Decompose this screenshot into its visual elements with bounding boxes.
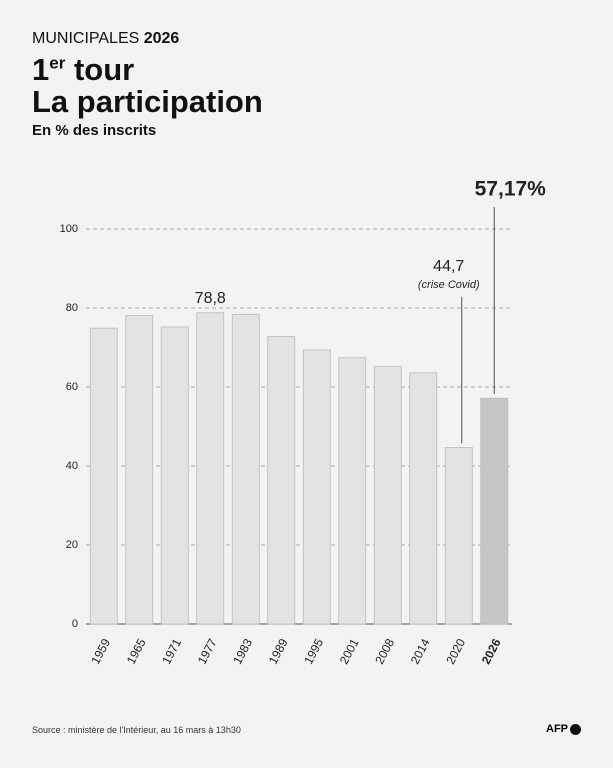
- x-tick-label: 2014: [408, 636, 433, 666]
- x-tick-label: 1965: [124, 636, 149, 666]
- x-tick-label: 1959: [88, 636, 113, 666]
- title: 1er tour: [32, 52, 134, 88]
- kicker-year: 2026: [143, 30, 180, 47]
- logo-text: AFP: [546, 723, 568, 735]
- bar: [125, 315, 154, 625]
- x-tick-label: 1977: [195, 636, 220, 666]
- y-tick-label: 60: [66, 381, 78, 393]
- value-label: 57,17%: [475, 178, 547, 201]
- title2: La participation: [32, 84, 263, 119]
- title-number: 1: [32, 52, 50, 87]
- bar: [409, 372, 438, 625]
- x-tick-label: 1971: [159, 636, 184, 666]
- value-label: 44,7: [433, 258, 464, 275]
- bar: [302, 349, 331, 625]
- bar: [231, 313, 260, 625]
- title-rest: tour: [73, 52, 135, 87]
- subtitle: En % des inscrits: [32, 122, 157, 139]
- title-sup: er: [49, 53, 66, 73]
- y-tick-label: 20: [66, 539, 78, 551]
- x-tick-label: 2001: [337, 636, 362, 666]
- logo: AFP: [546, 723, 581, 735]
- bar: [89, 327, 118, 625]
- bar: [338, 357, 367, 625]
- x-tick-label: 2026: [479, 636, 504, 666]
- value-label: 78,8: [195, 290, 226, 307]
- logo-dot: [570, 723, 581, 735]
- x-tick-label: 1995: [301, 636, 326, 666]
- x-tick-label: 1989: [266, 636, 291, 666]
- bar: [196, 312, 225, 625]
- bar: [160, 326, 189, 625]
- kicker: MUNICIPALES 2026: [32, 30, 179, 48]
- source: Source : ministère de l'Intérieur, au 16…: [32, 725, 241, 735]
- y-tick-label: 40: [66, 460, 78, 472]
- y-tick-label: 80: [66, 302, 78, 314]
- y-tick-label: 0: [72, 618, 78, 630]
- bar: [267, 336, 296, 625]
- x-tick-label: 2008: [372, 636, 397, 666]
- annotation: (crise Covid): [418, 279, 480, 291]
- bar: [373, 366, 402, 625]
- bar: [480, 397, 509, 625]
- kicker-text: MUNICIPALES: [32, 30, 140, 47]
- x-tick-label: 2020: [443, 636, 468, 666]
- y-tick-label: 100: [60, 223, 78, 235]
- bar: [444, 447, 473, 625]
- x-tick-label: 1983: [230, 636, 255, 666]
